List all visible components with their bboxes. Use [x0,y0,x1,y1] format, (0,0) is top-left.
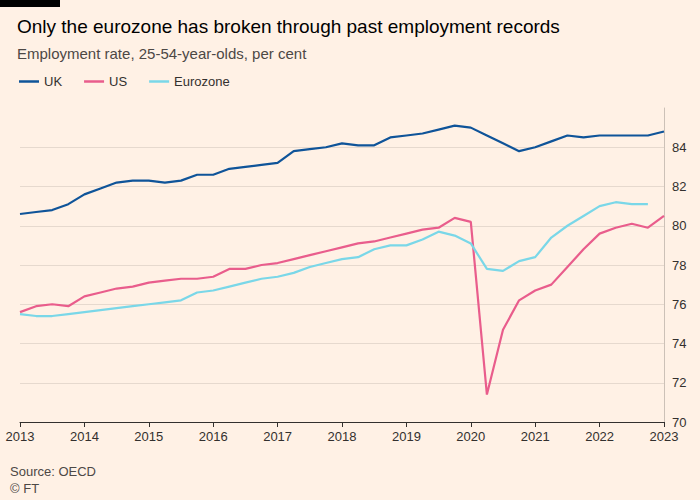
svg-text:Eurozone: Eurozone [174,74,230,89]
svg-text:Only the eurozone has broken t: Only the eurozone has broken through pas… [17,16,560,37]
svg-text:2015: 2015 [134,429,163,444]
svg-text:78: 78 [672,258,686,273]
svg-text:2022: 2022 [585,429,614,444]
svg-text:Employment rate, 25-54-year-ol: Employment rate, 25-54-year-olds, per ce… [17,45,307,62]
svg-text:2016: 2016 [199,429,228,444]
svg-text:UK: UK [44,74,62,89]
svg-text:72: 72 [672,375,686,390]
svg-text:2018: 2018 [328,429,357,444]
svg-text:70: 70 [672,415,686,430]
svg-text:2021: 2021 [521,429,550,444]
svg-text:2023: 2023 [650,429,679,444]
svg-text:2014: 2014 [70,429,99,444]
svg-text:2019: 2019 [392,429,421,444]
svg-text:80: 80 [672,218,686,233]
svg-text:2013: 2013 [6,429,35,444]
svg-text:84: 84 [672,140,686,155]
svg-text:Source: OECD: Source: OECD [10,464,96,479]
svg-text:US: US [109,74,127,89]
svg-text:2020: 2020 [456,429,485,444]
svg-text:76: 76 [672,297,686,312]
svg-text:2017: 2017 [263,429,292,444]
svg-text:74: 74 [672,336,686,351]
svg-text:82: 82 [672,179,686,194]
svg-text:© FT: © FT [10,481,39,496]
